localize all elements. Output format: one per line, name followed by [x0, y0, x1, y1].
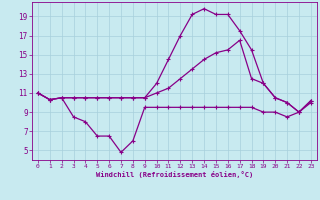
X-axis label: Windchill (Refroidissement éolien,°C): Windchill (Refroidissement éolien,°C)	[96, 171, 253, 178]
